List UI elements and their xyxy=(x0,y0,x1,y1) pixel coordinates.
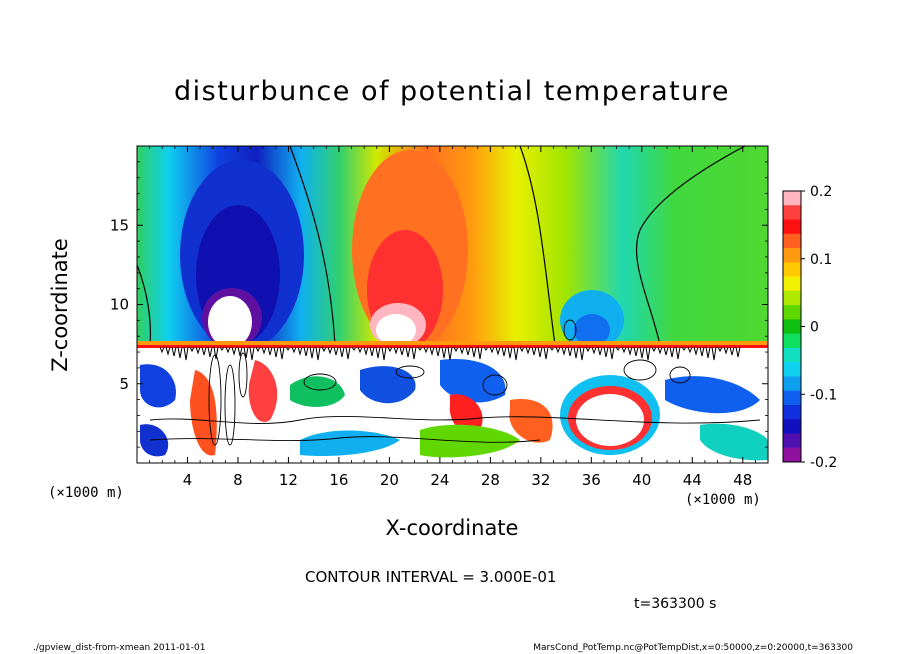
x-axis-label: X-coordinate xyxy=(385,516,519,540)
footer-left-label: ./gpview_dist-from-xmean 2011-01-01 xyxy=(33,643,206,653)
lower-patch-11 xyxy=(509,399,553,443)
colorbar-swatch xyxy=(783,276,801,292)
colorbar-tick-label: 0.1 xyxy=(810,252,832,268)
time-label: t=363300 s xyxy=(634,596,717,612)
colorbar-swatch xyxy=(783,319,801,335)
x-tick-label: 28 xyxy=(481,471,500,489)
colorbar-tick-label: 0 xyxy=(810,320,819,336)
x-tick-label: 32 xyxy=(531,471,550,489)
colorbar-swatch xyxy=(783,305,801,320)
chart-title: disturbunce of potential temperature xyxy=(174,76,730,107)
y-tick-label: 15 xyxy=(110,216,129,234)
lower-patch-5 xyxy=(290,376,345,407)
lower-patch-4 xyxy=(248,360,278,422)
y-axis: 5 10 15 xyxy=(110,161,768,448)
x-tick-label: 16 xyxy=(329,471,348,489)
x-tick-label: 36 xyxy=(582,471,601,489)
colorbar-tick-label: 0.2 xyxy=(810,184,832,200)
lower-white-core xyxy=(576,394,644,446)
lower-patch-9 xyxy=(449,394,483,433)
y-tick-label: 5 xyxy=(119,375,129,393)
x-tick-label: 44 xyxy=(683,471,702,489)
colorbar-swatch xyxy=(783,390,801,406)
cyan-blob-core xyxy=(574,314,610,346)
interface-red xyxy=(137,345,768,348)
x-tick-label: 20 xyxy=(380,471,399,489)
lower-patch-13 xyxy=(700,423,768,461)
zero-contour-3 xyxy=(636,146,746,346)
x-tick-label: 4 xyxy=(183,471,193,489)
colorbar-swatch xyxy=(783,205,801,221)
colorbar-swatch xyxy=(783,333,801,349)
heatmap-field xyxy=(137,146,768,463)
colorbar-swatch xyxy=(783,262,801,278)
x-tick-label: 24 xyxy=(430,471,449,489)
lower-patch-10 xyxy=(420,424,520,458)
x-axis-unit-right: (×1000 m) xyxy=(685,492,761,508)
colorbar-swatch xyxy=(783,347,801,363)
lower-patch-1 xyxy=(140,364,176,408)
colorbar-swatch xyxy=(783,404,801,420)
colorbar-swatch xyxy=(783,362,801,377)
colorbar: 0.2 0.1 0 -0.1 -0.2 xyxy=(782,184,837,471)
interface-contours xyxy=(159,346,741,361)
colorbar-tick-label: -0.1 xyxy=(810,387,837,403)
interface-orange xyxy=(137,341,768,345)
colorbar-swatch xyxy=(783,419,801,434)
colorbar-swatch xyxy=(783,447,801,463)
colorbar-tick-label: -0.2 xyxy=(810,455,837,471)
lower-patch-2 xyxy=(140,424,169,457)
colorbar-swatch xyxy=(783,191,801,206)
lower-patch-3 xyxy=(190,370,217,456)
lower-contours xyxy=(149,319,761,446)
lower-patch-12 xyxy=(665,376,760,414)
zero-contour-1 xyxy=(289,146,336,346)
colorbar-swatch xyxy=(783,219,801,235)
y-tick-label: 10 xyxy=(110,296,129,314)
colorbar-swatch xyxy=(783,248,801,263)
zero-contour-2 xyxy=(519,146,556,346)
contour-interval-label: CONTOUR INTERVAL = 3.000E-01 xyxy=(305,568,557,586)
cold-anomaly-white xyxy=(208,296,252,348)
x-axis: 4 8 12 16 20 24 28 32 36 40 44 48 xyxy=(149,146,756,489)
lower-patch-8 xyxy=(440,359,506,403)
x-tick-label: 12 xyxy=(279,471,298,489)
x-tick-label: 8 xyxy=(233,471,243,489)
footer-right-label: MarsCond_PotTemp.nc@PotTempDist,x=0:5000… xyxy=(533,643,853,653)
colorbar-swatch xyxy=(783,376,801,392)
colorbar-swatch xyxy=(783,233,801,249)
x-axis-unit-left: (×1000 m) xyxy=(48,485,124,501)
colorbar-swatch xyxy=(783,290,801,306)
warm-anomaly-white xyxy=(376,314,416,346)
x-tick-label: 40 xyxy=(632,471,651,489)
lower-patch-6 xyxy=(360,366,416,404)
x-tick-label: 48 xyxy=(733,471,752,489)
colorbar-swatch xyxy=(783,433,801,449)
